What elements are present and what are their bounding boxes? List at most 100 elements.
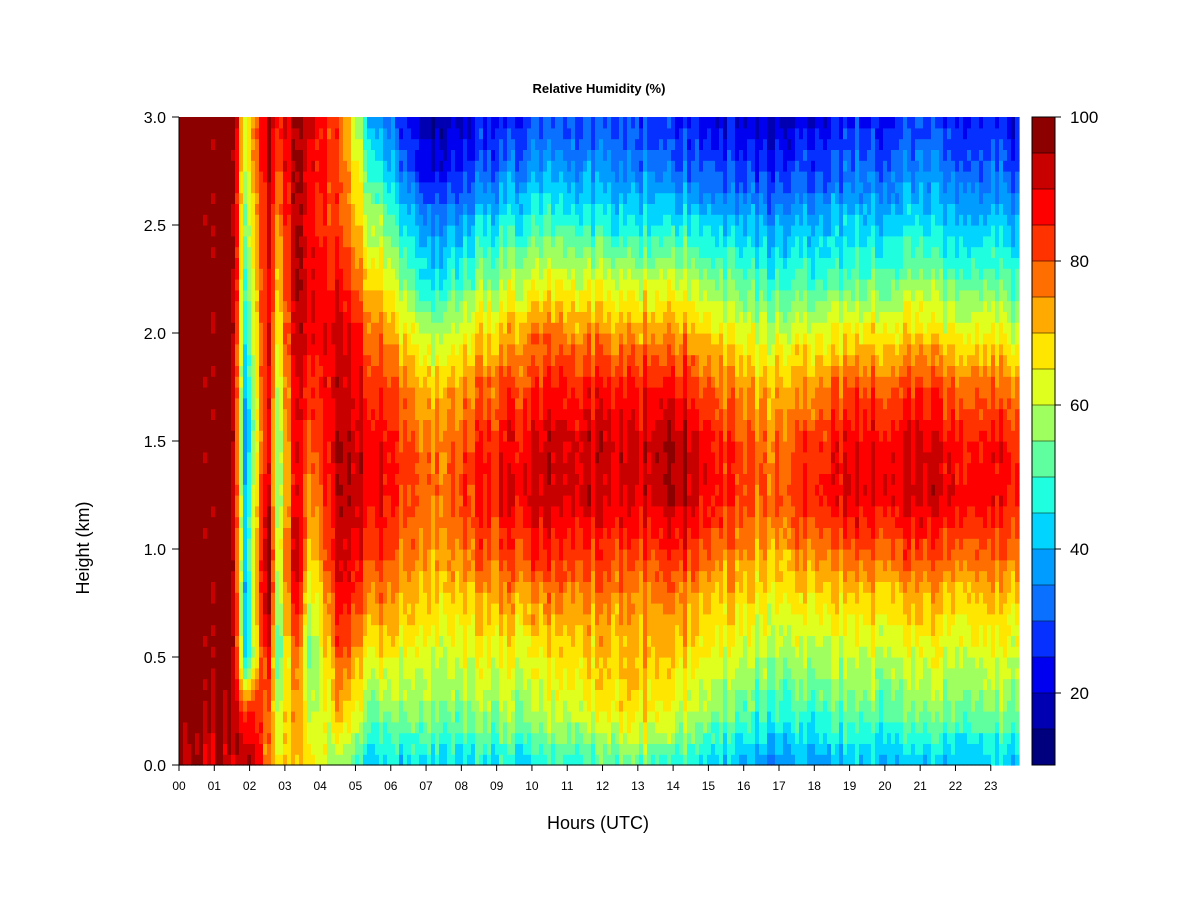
heat-cell [263,484,268,496]
heat-cell [503,354,508,366]
heat-cell [351,343,356,356]
heat-cell [263,127,268,140]
heat-cell [211,484,216,496]
heat-cell [491,365,496,377]
heat-cell [319,657,324,669]
heat-cell [207,430,212,442]
heat-cell [407,711,412,723]
heat-cell [383,538,388,550]
heat-cell [267,387,272,399]
heat-cell [383,711,388,723]
heat-cell [191,365,196,377]
heat-cell [363,462,368,474]
heat-cell [203,711,208,723]
heat-cell [435,289,440,302]
heat-cell [207,127,212,140]
heat-cell [211,441,216,453]
heat-cell [299,408,304,420]
heat-cell [247,408,252,420]
heat-cell [391,181,396,194]
heat-cell [375,711,380,723]
heat-cell [283,559,288,572]
heat-cell [475,279,480,291]
heat-cell [299,343,304,356]
heat-cell [439,538,444,550]
heat-cell [499,430,504,442]
heat-cell [463,268,468,280]
heat-cell [403,214,408,226]
heat-cell [303,667,308,680]
heat-cell [183,138,188,150]
heat-cell [223,603,228,615]
heat-cell [487,581,492,593]
heat-cell [371,235,376,248]
heat-cell [307,689,312,701]
heat-cell [291,279,296,291]
heat-cell [331,689,336,701]
heat-cell [287,192,292,204]
heat-cell [395,635,400,647]
heat-cell [243,624,248,636]
heat-cell [195,678,200,690]
heat-cell [195,505,200,518]
heat-cell [327,581,332,593]
heat-cell [275,225,280,237]
heat-cell [379,516,384,528]
heat-cell [487,721,492,734]
heat-cell [215,149,220,161]
heat-cell [307,149,312,161]
heat-cell [283,635,288,647]
heat-cell [339,343,344,356]
heat-cell [487,667,492,680]
heat-cell [475,430,480,442]
heat-cell [291,484,296,496]
heat-cell [467,505,472,518]
heat-cell [399,516,404,528]
heat-cell [311,214,316,226]
heat-cell [471,149,476,161]
heat-cell [427,657,432,669]
heat-cell [363,732,368,744]
heatmap-plot [179,117,1020,766]
heat-cell [371,354,376,366]
heat-cell [395,354,400,366]
heat-cell [207,754,212,766]
heat-cell [203,225,208,237]
heat-cell [427,214,432,226]
heat-cell [391,138,396,150]
heat-cell [191,451,196,464]
heat-cell [371,268,376,280]
heat-cell [275,495,280,507]
heat-cell [363,138,368,150]
heat-cell [211,743,216,755]
heat-cell [435,721,440,734]
heat-cell [199,721,204,734]
heat-cell [347,721,352,734]
heat-cell [267,754,272,766]
heat-cell [255,322,260,334]
heat-cell [431,441,436,453]
heat-cell [467,495,472,507]
heat-cell [283,667,288,680]
heat-cell [503,279,508,291]
heat-cell [375,246,380,258]
heat-cell [235,678,240,690]
heat-cell [223,527,228,539]
heat-cell [431,743,436,755]
heat-cell [475,505,480,518]
heat-cell [367,225,372,237]
heat-cell [475,700,480,712]
heat-cell [411,635,416,647]
heat-cell [431,160,436,172]
heat-cell [327,430,332,442]
heat-cell [319,700,324,712]
heat-cell [371,516,376,528]
heat-cell [411,603,416,615]
heat-cell [411,203,416,215]
heat-cell [303,376,308,388]
heat-cell [307,527,312,539]
heat-cell [463,678,468,690]
heat-cell [327,181,332,194]
heat-cell [383,603,388,615]
heat-cell [299,311,304,323]
